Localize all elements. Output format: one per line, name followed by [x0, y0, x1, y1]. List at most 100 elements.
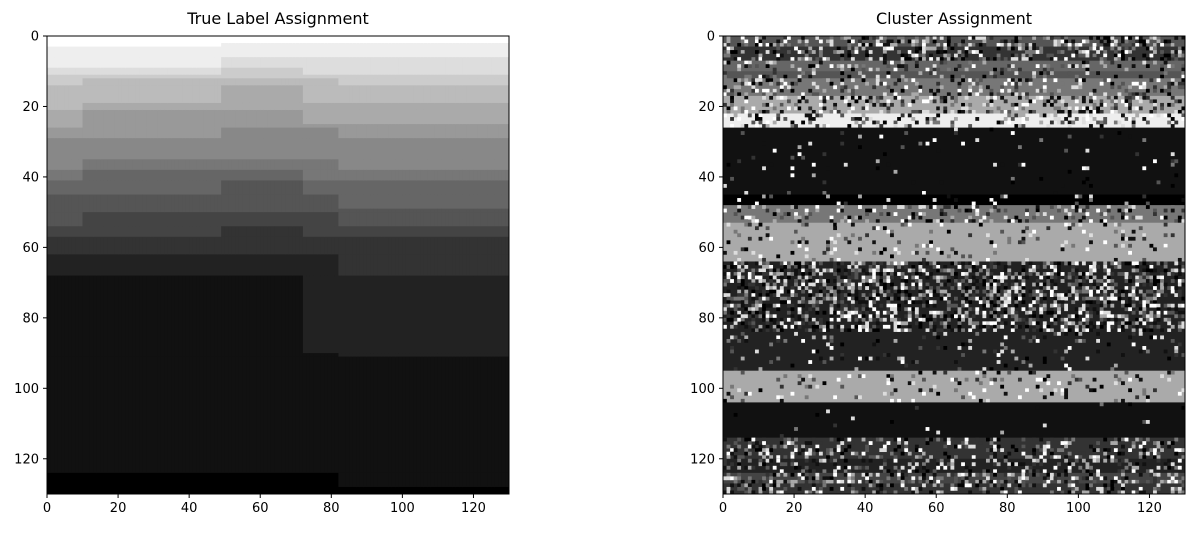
cluster-cell	[879, 135, 883, 139]
label-cell	[132, 170, 136, 181]
label-cell	[90, 103, 94, 111]
cluster-cell	[854, 265, 858, 269]
label-cell	[68, 138, 72, 160]
cluster-cell	[791, 173, 795, 177]
label-cell	[346, 159, 350, 170]
label-cell	[132, 226, 136, 237]
label-cell	[289, 276, 293, 358]
cluster-cell	[1107, 103, 1111, 107]
label-cell	[257, 159, 261, 170]
label-cell	[374, 57, 378, 68]
label-cell	[267, 237, 271, 255]
label-cell	[228, 75, 232, 79]
label-cell	[310, 78, 314, 86]
cluster-cell	[1029, 233, 1033, 237]
cluster-cell	[741, 40, 745, 44]
label-cell	[420, 353, 424, 357]
cluster-cell	[766, 103, 770, 107]
label-cell	[168, 180, 172, 195]
cluster-cell	[890, 254, 894, 258]
cluster-cell	[1032, 47, 1036, 51]
cluster-cell	[830, 36, 834, 40]
cluster-cell	[929, 96, 933, 100]
label-cell	[147, 276, 151, 358]
label-cell	[68, 195, 72, 213]
label-cell	[111, 110, 115, 128]
label-cell	[477, 110, 481, 125]
cluster-cell	[826, 247, 830, 251]
cluster-cell	[783, 261, 787, 265]
label-cell	[228, 237, 232, 255]
label-cell	[285, 47, 289, 58]
label-cell	[207, 68, 211, 76]
cluster-cell	[1007, 47, 1011, 51]
cluster-cell	[1022, 261, 1026, 265]
label-cell	[438, 353, 442, 357]
cluster-cell	[947, 82, 951, 86]
label-cell	[75, 47, 79, 58]
cluster-cell	[1068, 110, 1072, 114]
cluster-cell	[1029, 99, 1033, 103]
label-cell	[203, 36, 207, 47]
label-cell	[282, 159, 286, 170]
label-cell	[360, 128, 364, 139]
cluster-cell	[1089, 114, 1093, 118]
label-cell	[246, 473, 250, 495]
label-cell	[342, 138, 346, 160]
cluster-cell	[1000, 89, 1004, 93]
cluster-cell	[741, 261, 745, 265]
label-cell	[196, 68, 200, 76]
cluster-cell	[997, 121, 1001, 125]
cluster-cell	[773, 89, 777, 93]
cluster-cell	[762, 96, 766, 100]
label-cell	[296, 47, 300, 58]
cluster-cell	[1043, 99, 1047, 103]
label-cell	[360, 78, 364, 86]
label-cell	[186, 226, 190, 237]
label-cell	[228, 57, 232, 68]
label-cell	[175, 68, 179, 76]
label-cell	[399, 195, 403, 210]
label-cell	[353, 57, 357, 68]
label-cell	[154, 254, 158, 276]
cluster-cell	[1029, 57, 1033, 61]
cluster-cell	[1011, 64, 1015, 68]
label-cell	[484, 487, 488, 495]
label-cell	[111, 128, 115, 139]
cluster-cell	[1085, 205, 1089, 209]
label-cell	[267, 68, 271, 76]
label-cell	[232, 237, 236, 255]
label-cell	[193, 103, 197, 111]
cluster-cell	[801, 36, 805, 40]
cluster-cell	[865, 117, 869, 121]
label-cell	[463, 237, 467, 255]
label-cell	[385, 124, 389, 128]
label-cell	[331, 138, 335, 160]
label-cell	[111, 75, 115, 79]
cluster-cell	[1011, 92, 1015, 96]
label-cell	[456, 36, 460, 44]
label-cell	[79, 138, 83, 160]
label-cell	[353, 36, 357, 44]
label-cell	[125, 128, 129, 139]
label-cell	[200, 357, 204, 474]
label-cell	[200, 36, 204, 47]
label-cell	[338, 195, 342, 210]
label-cell	[406, 103, 410, 111]
cluster-cell	[1171, 163, 1175, 167]
cluster-cell	[1082, 96, 1086, 100]
label-cell	[150, 103, 154, 111]
cluster-cell	[1046, 103, 1050, 107]
label-cell	[434, 226, 438, 237]
label-cell	[314, 68, 318, 76]
label-cell	[473, 473, 477, 488]
label-cell	[104, 473, 108, 495]
label-cell	[466, 170, 470, 181]
label-cell	[346, 103, 350, 111]
cluster-cell	[1018, 78, 1022, 82]
label-cell	[452, 195, 456, 210]
label-cell	[434, 43, 438, 47]
cluster-cell	[1014, 43, 1018, 47]
label-cell	[143, 68, 147, 76]
label-cell	[250, 254, 254, 276]
